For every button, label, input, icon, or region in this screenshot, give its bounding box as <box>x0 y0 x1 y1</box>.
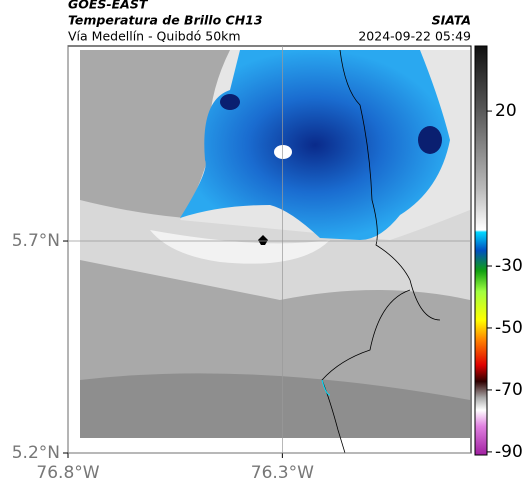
region: Vía Medellín - Quibdó 50km <box>68 29 241 44</box>
source: GOES-EAST <box>68 0 149 12</box>
colorbar-tick-label: -70 <box>495 380 523 400</box>
colorbar-tick-label: -30 <box>495 256 523 276</box>
colorbar <box>474 45 488 456</box>
colorbar-tick-label: -50 <box>495 318 523 338</box>
x-tick-label: 76.8°W <box>36 463 99 483</box>
org: SIATA <box>432 13 471 28</box>
colorbar-tick-label: -90 <box>495 442 523 462</box>
ticks: 76.8°W 76.3°W 5.7°N 5.2°N 20 -30 -50 -70 -90 <box>12 46 523 483</box>
product: Temperatura de Brillo CH13 <box>68 13 263 28</box>
colorbar-tick-label: 20 <box>495 101 517 121</box>
x-tick-label: 76.3°W <box>251 463 314 483</box>
datetime: 2024-09-22 05:49 <box>358 29 471 44</box>
y-tick-label: 5.2°N <box>12 443 60 463</box>
y-tick-label: 5.7°N <box>12 231 60 251</box>
map-image <box>68 46 471 454</box>
